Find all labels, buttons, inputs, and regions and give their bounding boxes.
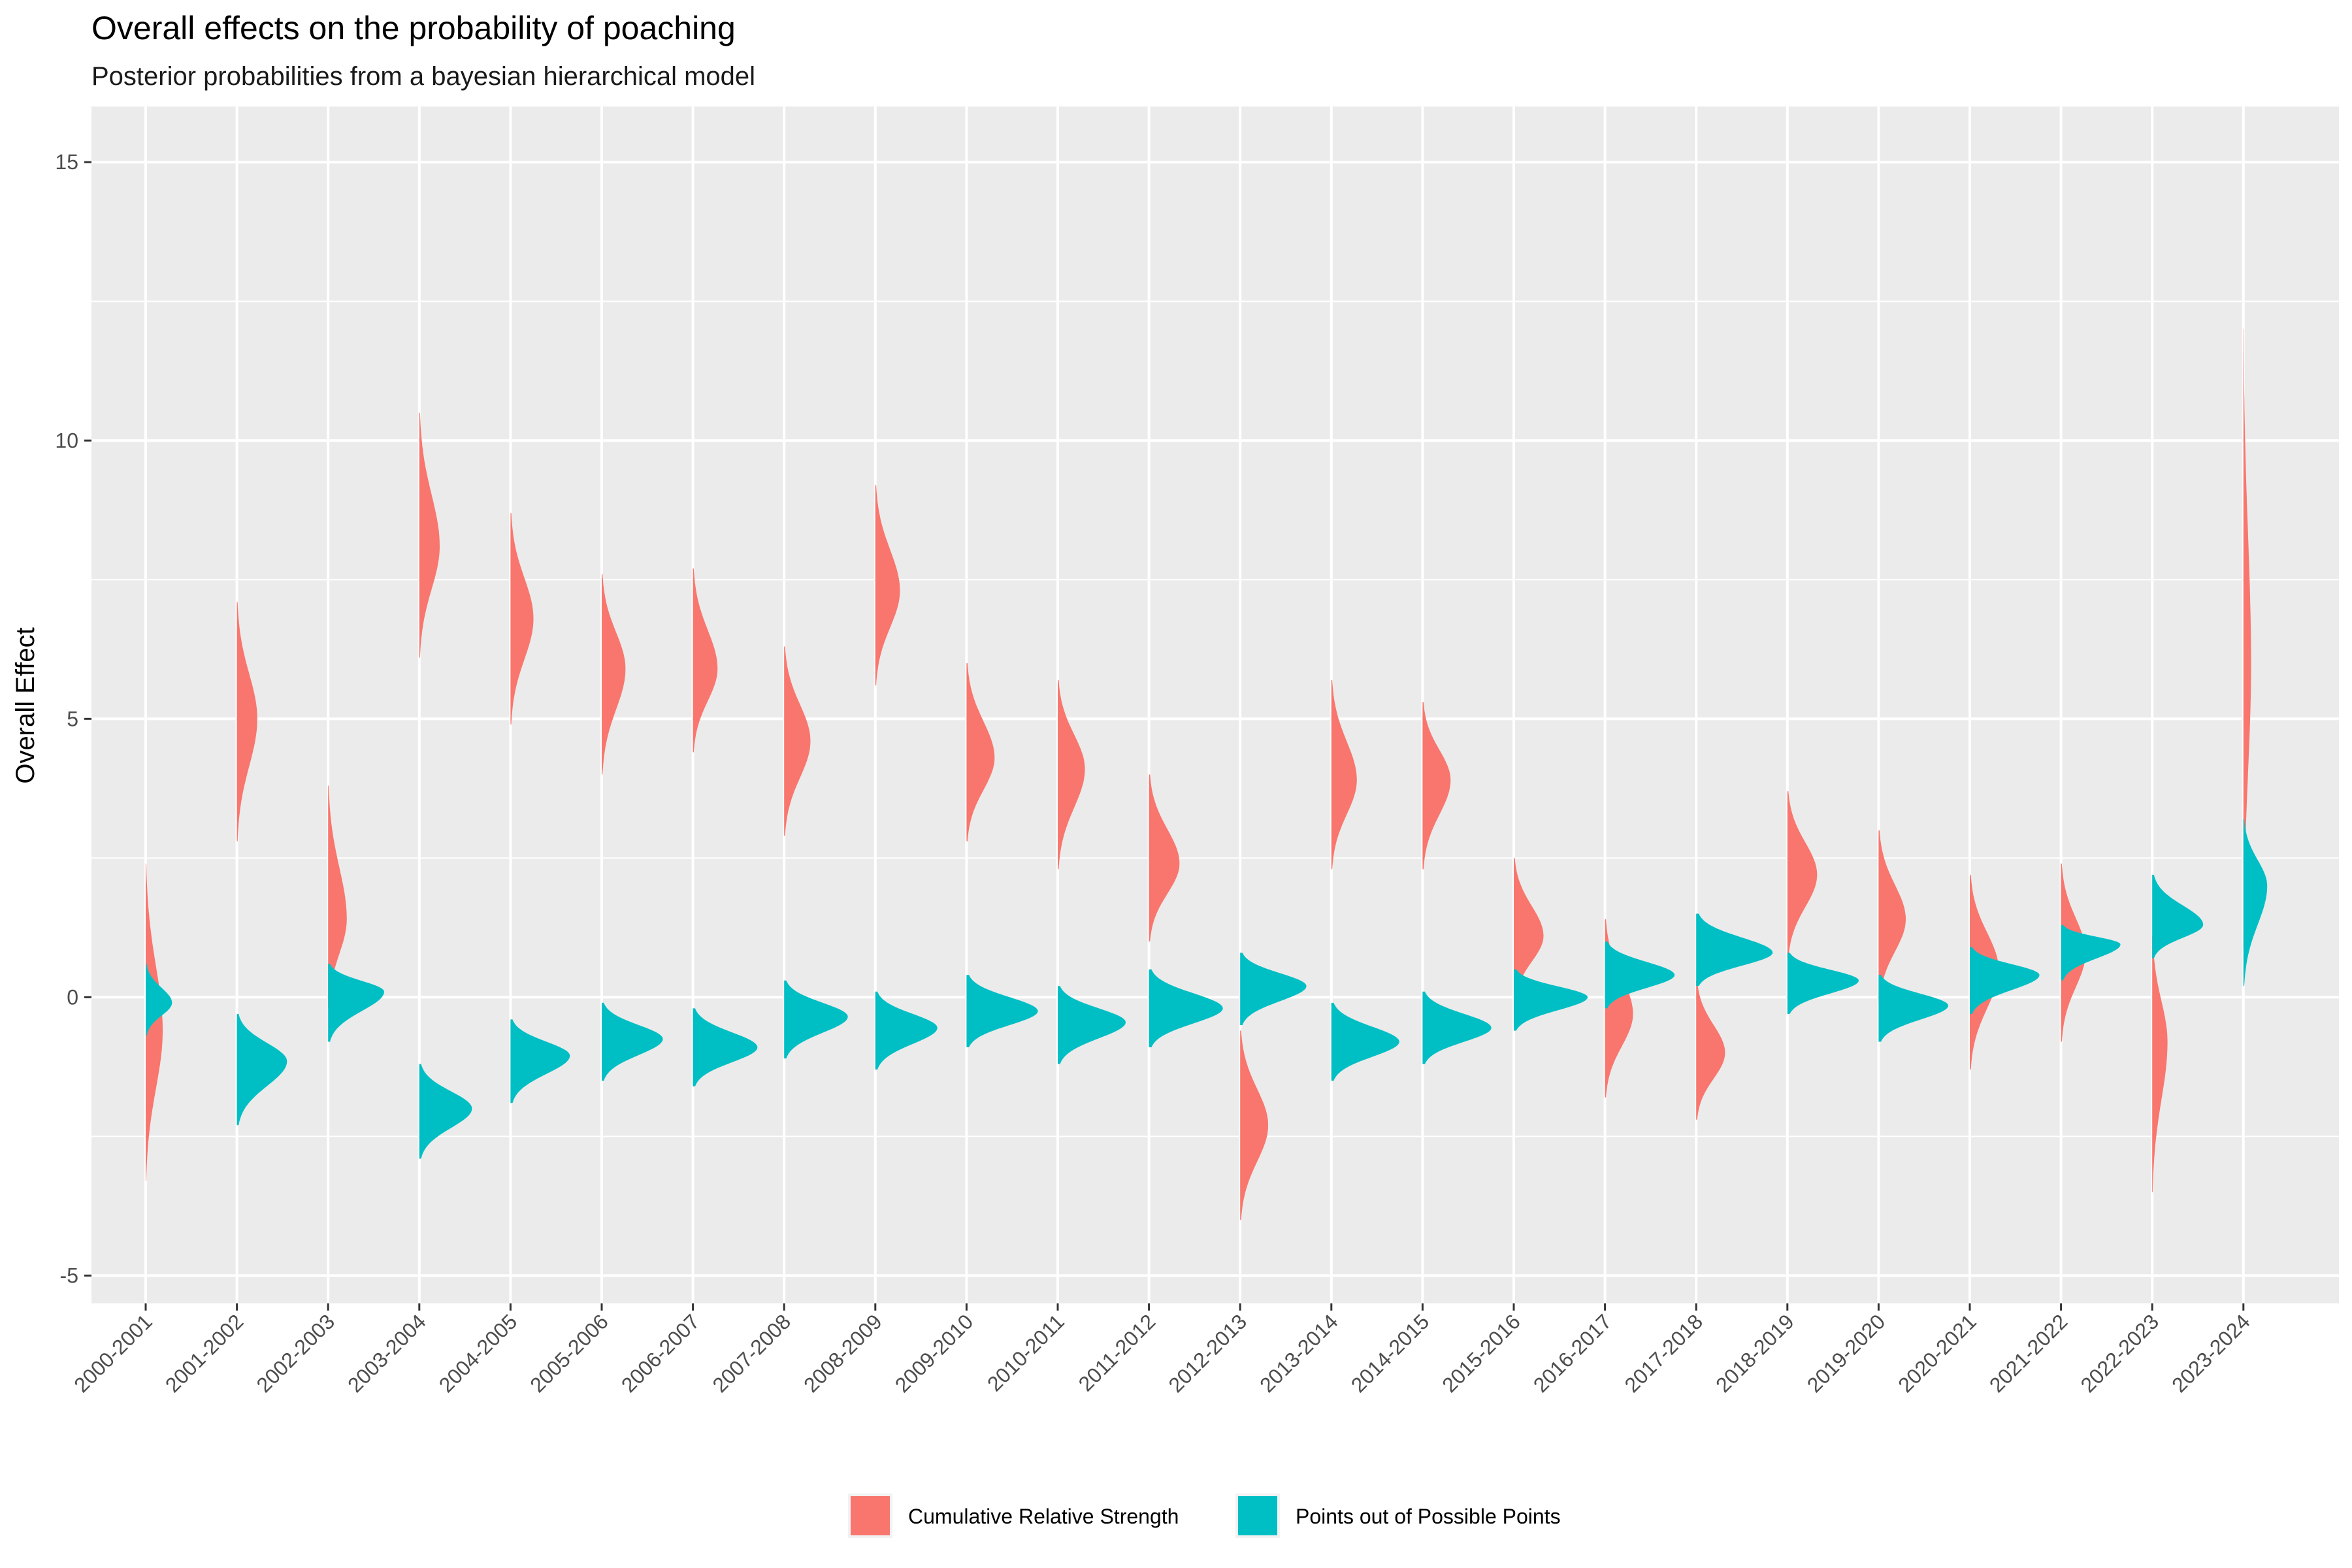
y-tick-label: 10 (55, 429, 78, 452)
violin-points-out-of-possible-points-2015-2016 (1514, 969, 1588, 1031)
x-tick-label: 2023-2024 (2167, 1309, 2255, 1397)
violin-points-out-of-possible-points-2007-2008 (784, 980, 848, 1059)
y-tick-label: 5 (67, 707, 78, 730)
legend-key (851, 1496, 890, 1535)
violin-cumulative-relative-strength-2000-2001 (146, 863, 163, 1181)
violin-cumulative-relative-strength-2010-2011 (1058, 679, 1085, 870)
x-tick-label: 2003-2004 (343, 1309, 431, 1397)
y-tick-label: -5 (60, 1264, 78, 1287)
violin-points-out-of-possible-points-2017-2018 (1696, 913, 1773, 987)
violin-points-out-of-possible-points-2019-2020 (1878, 975, 1948, 1042)
x-tick-label: 2000-2001 (69, 1309, 157, 1397)
x-tick-label: 2016-2017 (1529, 1309, 1616, 1397)
violin-cumulative-relative-strength-2004-2005 (510, 513, 534, 725)
legend-label: Cumulative Relative Strength (908, 1505, 1179, 1528)
violin-points-out-of-possible-points-2012-2013 (1240, 953, 1307, 1025)
violin-points-out-of-possible-points-2000-2001 (146, 964, 172, 1036)
x-tick-label: 2005-2006 (525, 1309, 613, 1397)
chart-subtitle: Posterior probabilities from a bayesian … (91, 62, 755, 91)
x-tick-label: 2017-2018 (1620, 1309, 1707, 1397)
x-tick-label: 2002-2003 (252, 1309, 339, 1397)
violin-cumulative-relative-strength-2019-2020 (1878, 830, 1906, 1003)
violins (146, 329, 2268, 1220)
violin-points-out-of-possible-points-2002-2003 (328, 964, 384, 1042)
violin-cumulative-relative-strength-2006-2007 (693, 568, 718, 753)
violin-points-out-of-possible-points-2011-2012 (1149, 969, 1223, 1047)
violin-cumulative-relative-strength-2017-2018 (1696, 980, 1725, 1120)
x-tick-label: 2011-2012 (1074, 1309, 1160, 1396)
violin-points-out-of-possible-points-2003-2004 (419, 1064, 472, 1159)
violin-cumulative-relative-strength-2018-2019 (1787, 791, 1818, 958)
violin-cumulative-relative-strength-2009-2010 (966, 663, 995, 841)
violin-points-out-of-possible-points-2008-2009 (875, 991, 938, 1070)
violin-cumulative-relative-strength-2015-2016 (1514, 858, 1544, 1003)
legend-label: Points out of Possible Points (1296, 1505, 1561, 1528)
violin-points-out-of-possible-points-2020-2021 (1970, 947, 2040, 1014)
violin-points-out-of-possible-points-2004-2005 (510, 1019, 570, 1103)
y-axis-title: Overall Effect (11, 627, 40, 783)
violin-cumulative-relative-strength-2023-2024 (2243, 329, 2251, 947)
x-tick-label: 2012-2013 (1164, 1309, 1251, 1397)
legend-key (1238, 1496, 1277, 1535)
violin-cumulative-relative-strength-2005-2006 (602, 574, 626, 775)
violin-points-out-of-possible-points-2021-2022 (2061, 924, 2121, 981)
y-tick-label: 0 (67, 985, 78, 1009)
violin-cumulative-relative-strength-2022-2023 (2152, 936, 2168, 1192)
x-tick-label: 2009-2010 (890, 1309, 978, 1397)
violin-points-out-of-possible-points-2013-2014 (1331, 1002, 1399, 1081)
violin-cumulative-relative-strength-2001-2002 (237, 602, 257, 841)
violin-points-out-of-possible-points-2016-2017 (1605, 941, 1675, 1009)
violin-cumulative-relative-strength-2011-2012 (1149, 774, 1180, 942)
grid-minor (91, 301, 2339, 1137)
x-tick-label: 2015-2016 (1437, 1309, 1525, 1397)
violin-points-out-of-possible-points-2006-2007 (693, 1008, 758, 1086)
x-tick-label: 2013-2014 (1255, 1309, 1343, 1397)
x-tick-label: 2001-2002 (161, 1309, 248, 1397)
x-tick-label: 2004-2005 (434, 1309, 522, 1397)
violin-cumulative-relative-strength-2012-2013 (1240, 1030, 1269, 1220)
violin-points-out-of-possible-points-2009-2010 (966, 975, 1038, 1047)
violin-cumulative-relative-strength-2013-2014 (1331, 679, 1357, 870)
y-tick-label: 15 (55, 150, 78, 174)
x-tick-label: 2010-2011 (983, 1309, 1069, 1396)
x-tick-label: 2021-2022 (1985, 1309, 2072, 1397)
violin-cumulative-relative-strength-2007-2008 (784, 646, 811, 836)
violin-cumulative-relative-strength-2003-2004 (419, 412, 440, 658)
y-axis: -5 0 5 10 15 (55, 150, 91, 1287)
violin-points-out-of-possible-points-2001-2002 (237, 1013, 287, 1126)
violin-points-out-of-possible-points-2010-2011 (1058, 986, 1126, 1064)
x-tick-label: 2008-2009 (799, 1309, 887, 1397)
violin-points-out-of-possible-points-2018-2019 (1787, 953, 1859, 1014)
x-tick-label: 2020-2021 (1893, 1309, 1981, 1397)
x-tick-label: 2019-2020 (1803, 1309, 1890, 1397)
x-tick-label: 2018-2019 (1711, 1309, 1799, 1397)
violin-points-out-of-possible-points-2023-2024 (2243, 819, 2268, 987)
x-tick-label: 2006-2007 (617, 1309, 704, 1397)
violin-points-out-of-possible-points-2014-2015 (1422, 991, 1492, 1064)
violin-points-out-of-possible-points-2022-2023 (2152, 874, 2204, 958)
violin-cumulative-relative-strength-2008-2009 (875, 485, 900, 686)
x-tick-label: 2022-2023 (2076, 1309, 2163, 1397)
x-tick-label: 2007-2008 (708, 1309, 795, 1397)
x-axis: 2000-2001 2001-2002 2002-2003 2003-2004 2004… (69, 1303, 2255, 1397)
violin-points-out-of-possible-points-2005-2006 (602, 1002, 663, 1081)
legend: Cumulative Relative Strength Points out o… (848, 1494, 1561, 1538)
x-tick-label: 2014-2015 (1347, 1309, 1434, 1397)
violin-cumulative-relative-strength-2014-2015 (1422, 702, 1451, 870)
violin-cumulative-relative-strength-2002-2003 (328, 785, 347, 1009)
chart-title: Overall effects on the probability of po… (91, 10, 736, 46)
